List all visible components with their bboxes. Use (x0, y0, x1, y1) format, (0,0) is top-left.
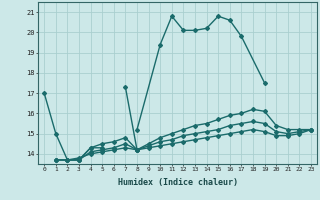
X-axis label: Humidex (Indice chaleur): Humidex (Indice chaleur) (118, 178, 238, 187)
